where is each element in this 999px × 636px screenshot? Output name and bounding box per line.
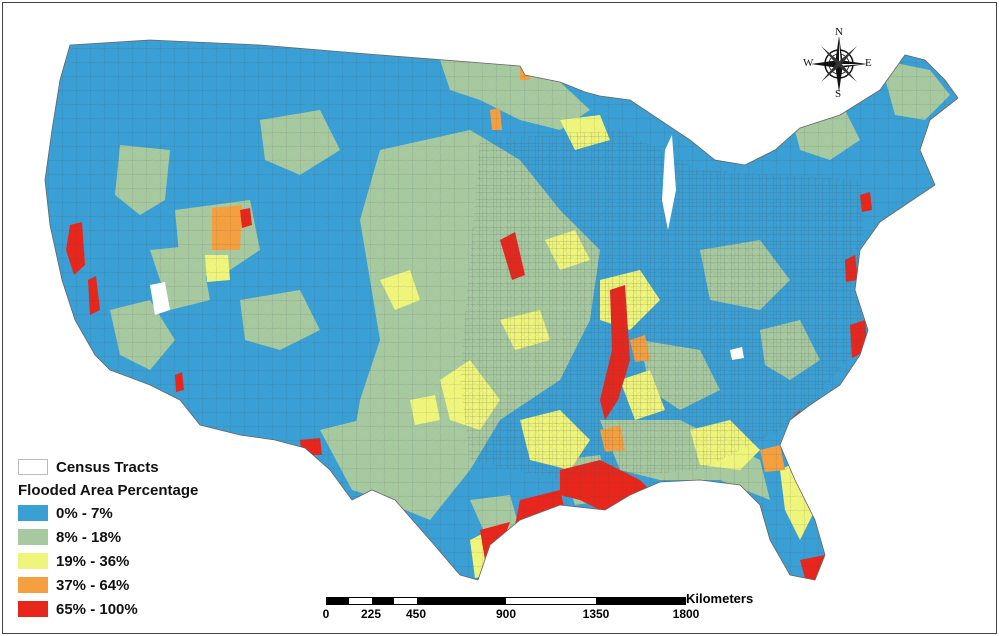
legend-census-row: Census Tracts [18, 455, 268, 479]
legend-class-row: 37% - 64% [18, 573, 268, 597]
compass-west: W [803, 57, 814, 69]
legend-title: Flooded Area Percentage [18, 482, 199, 499]
legend-class-row: 0% - 7% [18, 501, 268, 525]
legend-class-label: 65% - 100% [56, 600, 138, 618]
compass-south: S [835, 88, 842, 100]
compass-east: E [865, 57, 872, 69]
legend-class-row: 65% - 100% [18, 597, 268, 621]
census-tract-label: Census Tracts [56, 458, 159, 476]
legend-class-label: 37% - 64% [56, 576, 130, 594]
scale-tick: 450 [405, 607, 427, 621]
scale-tick: 1350 [582, 607, 610, 621]
map-legend: Census Tracts Flooded Area Percentage 0%… [18, 455, 268, 621]
scale-tick: 900 [495, 607, 517, 621]
legend-swatch [18, 601, 48, 617]
scale-tick: 225 [360, 607, 382, 621]
legend-class-label: 19% - 36% [56, 552, 130, 570]
legend-class-label: 8% - 18% [56, 528, 122, 546]
legend-class-row: 19% - 36% [18, 549, 268, 573]
legend-classes: 0% - 7% 8% - 18% 19% - 36% 37% - 64% 65% - 1… [18, 501, 268, 621]
legend-class-label: 0% - 7% [56, 504, 113, 522]
legend-swatch [18, 577, 48, 593]
legend-swatch [18, 553, 48, 569]
legend-swatch [18, 529, 48, 545]
compass-north: N [835, 26, 843, 38]
census-tract-swatch [18, 459, 48, 475]
legend-swatch [18, 505, 48, 521]
scale-bar: Kilometers 0 225 450 900 1350 1800 [322, 591, 754, 631]
compass-rose: N S E W [803, 26, 873, 100]
scale-bar-graphic [326, 597, 686, 605]
scale-tick: 1800 [672, 607, 700, 621]
scale-unit-label: Kilometers [686, 591, 754, 606]
legend-class-row: 8% - 18% [18, 525, 268, 549]
compass-icon [811, 36, 867, 92]
scale-tick: 0 [322, 607, 330, 621]
